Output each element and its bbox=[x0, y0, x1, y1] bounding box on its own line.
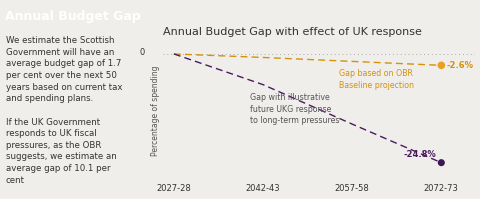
Text: 0: 0 bbox=[139, 48, 144, 57]
Text: Annual Budget Gap with effect of UK response: Annual Budget Gap with effect of UK resp… bbox=[163, 27, 422, 37]
Text: -2.6%: -2.6% bbox=[447, 61, 474, 70]
Text: Gap with illustrative
future UKG response
to long-term pressures: Gap with illustrative future UKG respons… bbox=[250, 93, 339, 125]
Point bbox=[437, 64, 445, 67]
Text: -24.8%: -24.8% bbox=[403, 150, 436, 159]
Text: Gap based on OBR
Baseline projection: Gap based on OBR Baseline projection bbox=[339, 69, 414, 90]
Text: Annual Budget Gap: Annual Budget Gap bbox=[5, 10, 141, 22]
Point bbox=[437, 161, 445, 164]
Text: We estimate the Scottish
Government will have an
average budget gap of 1.7
per c: We estimate the Scottish Government will… bbox=[6, 36, 122, 185]
Y-axis label: Percentage of spending: Percentage of spending bbox=[151, 66, 160, 156]
